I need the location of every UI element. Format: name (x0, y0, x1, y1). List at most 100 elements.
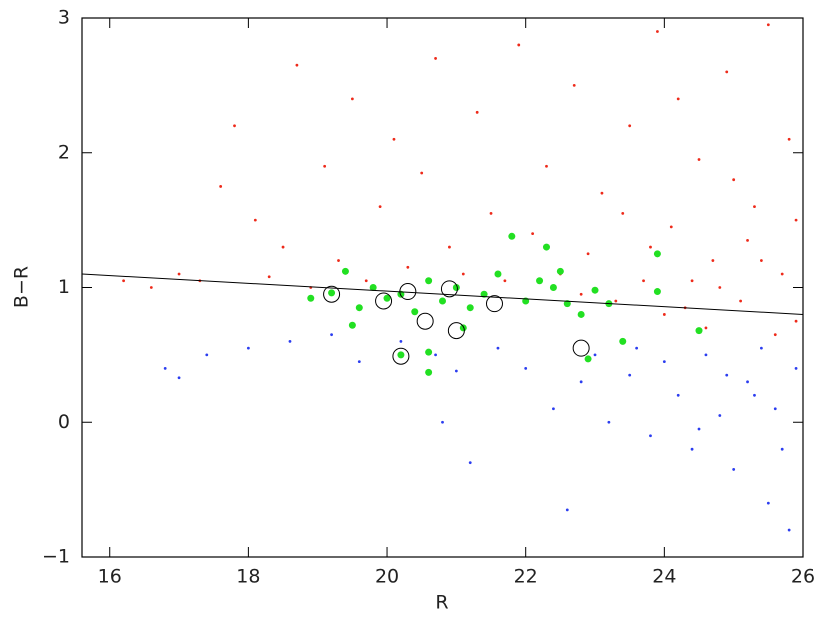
point (205, 353, 209, 357)
point (753, 393, 756, 397)
point (416, 312, 434, 330)
point (635, 346, 639, 350)
point (369, 284, 377, 291)
point (619, 337, 627, 345)
point (323, 164, 327, 168)
point (355, 304, 363, 312)
point (341, 267, 349, 275)
point (439, 297, 446, 305)
y-tick-label: 2 (58, 141, 70, 163)
point (542, 243, 550, 251)
point (697, 427, 701, 431)
point (288, 340, 292, 343)
point (556, 267, 564, 275)
point (766, 501, 770, 505)
point (718, 286, 722, 289)
x-tick-label: 18 (236, 566, 260, 588)
point (485, 295, 503, 313)
y-tick-label: 0 (58, 411, 70, 433)
point (536, 277, 544, 285)
point (489, 211, 493, 215)
point (177, 272, 181, 276)
point (794, 218, 798, 222)
point (656, 30, 659, 33)
point (328, 289, 336, 297)
point (653, 250, 661, 258)
point (579, 380, 583, 384)
point (508, 232, 516, 240)
point (357, 360, 361, 364)
point (662, 313, 666, 316)
point (649, 245, 652, 249)
point (711, 259, 715, 262)
point (794, 319, 798, 323)
point (563, 300, 571, 308)
point (591, 286, 599, 294)
point (732, 178, 736, 182)
point (383, 294, 391, 302)
point (434, 57, 437, 60)
point (695, 327, 703, 335)
point (572, 339, 590, 357)
y-tick-label: −1 (42, 546, 70, 568)
point (614, 299, 618, 303)
point (281, 245, 285, 249)
point (593, 353, 597, 357)
point (177, 376, 181, 380)
point (662, 360, 666, 364)
point (607, 420, 611, 424)
point (307, 294, 315, 302)
point (461, 272, 465, 276)
point (572, 83, 576, 87)
point (732, 468, 736, 471)
point (375, 292, 393, 310)
point (337, 259, 340, 262)
point (704, 353, 708, 357)
point (628, 124, 632, 128)
x-tick-label: 22 (514, 566, 538, 588)
point (621, 211, 625, 215)
point (406, 265, 410, 269)
point (447, 322, 465, 340)
fit-line (81, 273, 804, 315)
x-tick-label: 26 (791, 566, 815, 588)
x-tick-label: 16 (98, 566, 122, 588)
point (760, 346, 763, 350)
point (459, 324, 467, 332)
point (267, 275, 271, 279)
point (545, 164, 548, 168)
point (392, 137, 396, 141)
point (350, 97, 354, 101)
point (746, 380, 749, 384)
point (397, 351, 405, 359)
y-axis-label: B−R (11, 266, 33, 308)
point (676, 97, 680, 101)
point (468, 461, 472, 465)
point (524, 366, 528, 370)
point (364, 279, 368, 283)
point (653, 288, 661, 296)
point (584, 355, 592, 363)
point (690, 279, 694, 283)
plot-frame (81, 17, 804, 558)
point (739, 299, 743, 303)
point (425, 368, 433, 376)
point (448, 245, 451, 249)
point (766, 23, 770, 27)
point (392, 347, 410, 365)
point (122, 279, 125, 283)
point (718, 414, 722, 417)
x-axis-label: R (435, 592, 448, 614)
point (704, 326, 708, 330)
point (531, 232, 535, 236)
point (773, 333, 777, 337)
point (425, 277, 433, 285)
point (773, 407, 777, 411)
point (753, 205, 756, 209)
point (503, 279, 507, 283)
point (725, 373, 729, 377)
point (348, 321, 356, 329)
point (434, 353, 437, 357)
point (246, 346, 250, 350)
